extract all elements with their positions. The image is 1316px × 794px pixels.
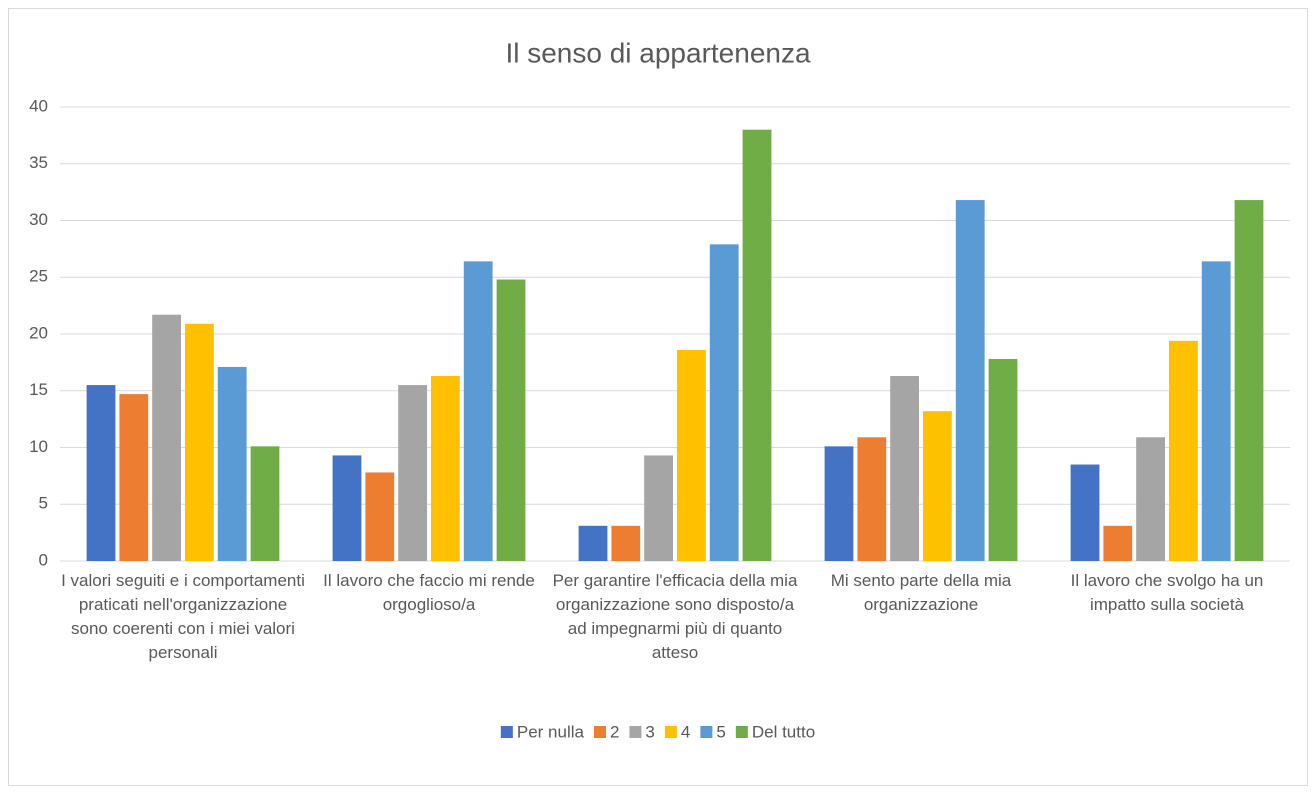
- bar: [644, 455, 673, 561]
- y-tick-label: 10: [29, 437, 48, 456]
- x-tick-label-box: Per garantire l'efficacia della mia orga…: [552, 571, 798, 662]
- y-tick-label: 15: [29, 380, 48, 399]
- bar: [923, 411, 952, 561]
- bar: [988, 358, 1018, 561]
- bar: [398, 385, 427, 561]
- y-tick-label: 5: [39, 494, 48, 513]
- bar: [578, 525, 608, 561]
- bar: [890, 375, 919, 561]
- bar: [742, 129, 772, 561]
- x-tick-label: Mi sento parte della mia organizzazione: [830, 571, 1012, 614]
- bar: [1070, 464, 1100, 561]
- bar: [824, 446, 854, 561]
- x-tick-label-box: I valori seguiti e i comportamenti prati…: [61, 571, 305, 662]
- x-tick-label: I valori seguiti e i comportamenti prati…: [61, 571, 305, 662]
- bar: [152, 314, 181, 561]
- bar: [611, 525, 641, 561]
- y-tick-label: 25: [29, 267, 48, 286]
- bar: [857, 437, 887, 561]
- x-tick-label: Il lavoro che svolgo ha un impatto sulla…: [1070, 571, 1264, 614]
- y-tick-label: 40: [29, 96, 48, 115]
- x-tick-label-box: Il lavoro che faccio mi rende orgoglioso…: [323, 571, 535, 614]
- chart-title: Il senso di appartenenza: [505, 37, 811, 68]
- bar: [677, 349, 706, 561]
- bar: [496, 279, 526, 561]
- bar: [332, 455, 362, 561]
- legend-label: 2: [610, 722, 619, 741]
- bar: [709, 244, 739, 561]
- bar: [86, 385, 116, 561]
- y-tick-label: 0: [39, 550, 48, 569]
- bar: [1136, 437, 1165, 561]
- bar: [185, 323, 214, 561]
- legend-swatch: [593, 726, 606, 738]
- x-tick-label-box: Il lavoro che svolgo ha un impatto sulla…: [1070, 571, 1264, 614]
- bar: [365, 472, 395, 561]
- y-tick-label: 35: [29, 153, 48, 172]
- bar: [250, 446, 280, 561]
- legend-label: Del tutto: [752, 722, 815, 741]
- bar: [955, 200, 985, 561]
- bar: [217, 366, 247, 561]
- legend-swatch: [700, 726, 713, 738]
- bar: [1234, 200, 1264, 561]
- legend-label: 4: [681, 722, 690, 741]
- bar: [463, 261, 493, 561]
- legend-swatch: [735, 726, 748, 738]
- legend-swatch: [664, 726, 677, 738]
- legend-label: 3: [645, 722, 654, 741]
- legend-label: Per nulla: [517, 722, 585, 741]
- x-tick-label: Il lavoro che faccio mi rende orgoglioso…: [323, 571, 535, 614]
- bar: [119, 394, 149, 561]
- legend-swatch: [629, 726, 642, 738]
- bar: [431, 375, 460, 561]
- bar: [1201, 261, 1231, 561]
- y-tick-label: 20: [29, 323, 48, 342]
- legend-label: 5: [716, 722, 725, 741]
- legend-swatch: [500, 726, 513, 738]
- x-tick-label-box: Mi sento parte della mia organizzazione: [830, 571, 1012, 614]
- x-tick-label: Per garantire l'efficacia della mia orga…: [552, 571, 798, 662]
- legend: Per nulla 2 3 4 5 Del tutto: [500, 722, 815, 741]
- bar: [1103, 525, 1133, 561]
- bar: [1169, 340, 1198, 561]
- y-tick-label: 30: [29, 210, 48, 229]
